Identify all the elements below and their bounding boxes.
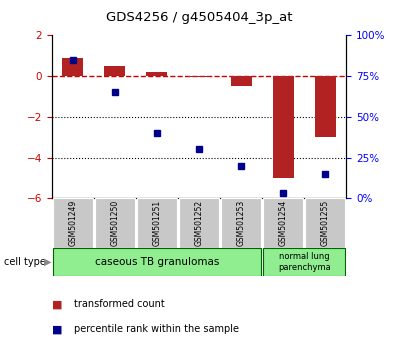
Bar	[305, 198, 345, 248]
Bar	[179, 198, 219, 248]
Text: normal lung
parenchyma: normal lung parenchyma	[278, 252, 331, 272]
Bar	[263, 248, 345, 276]
Bar	[95, 198, 135, 248]
Text: GSM501255: GSM501255	[321, 200, 330, 246]
Text: ▶: ▶	[44, 257, 51, 267]
Text: cell type: cell type	[4, 257, 46, 267]
Text: GSM501249: GSM501249	[68, 200, 77, 246]
Text: caseous TB granulomas: caseous TB granulomas	[95, 257, 219, 267]
Text: GDS4256 / g4505404_3p_at: GDS4256 / g4505404_3p_at	[106, 11, 292, 24]
Text: GSM501251: GSM501251	[152, 200, 162, 246]
Bar	[146, 72, 168, 76]
Bar	[315, 76, 336, 137]
Text: transformed count: transformed count	[74, 299, 164, 309]
Bar	[263, 198, 303, 248]
Bar	[53, 248, 261, 276]
Text: ■: ■	[52, 299, 62, 309]
Bar	[273, 76, 294, 178]
Bar	[53, 198, 93, 248]
Bar	[104, 66, 125, 76]
Text: GSM501252: GSM501252	[195, 200, 203, 246]
Bar	[221, 198, 261, 248]
Text: ■: ■	[52, 324, 62, 334]
Text: GSM501254: GSM501254	[279, 200, 288, 246]
Bar	[137, 198, 177, 248]
Bar	[230, 76, 252, 86]
Text: percentile rank within the sample: percentile rank within the sample	[74, 324, 239, 334]
Bar	[189, 76, 209, 77]
Bar	[62, 58, 83, 76]
Text: GSM501253: GSM501253	[236, 200, 246, 246]
Text: GSM501250: GSM501250	[110, 200, 119, 246]
